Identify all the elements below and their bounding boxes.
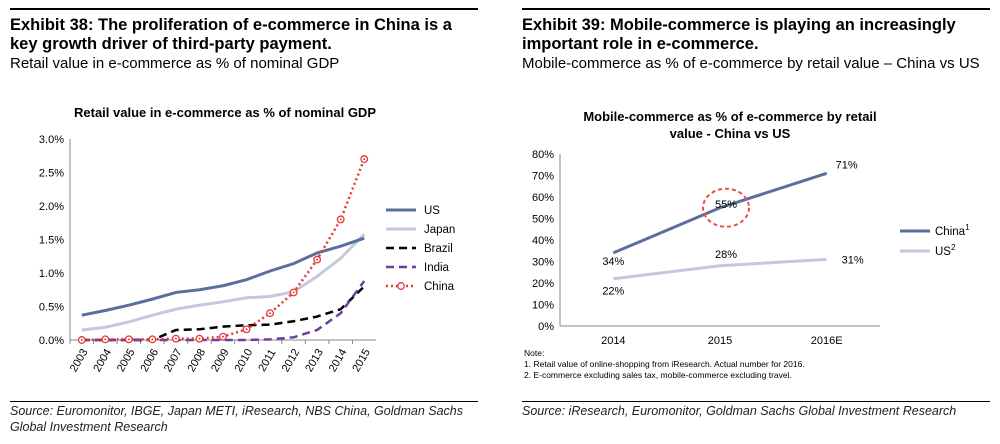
y-tick-label: 2.0% <box>39 201 64 213</box>
bottom-rule <box>522 401 990 402</box>
exhibit-39-panel: Exhibit 39: Mobile-commerce is playing a… <box>522 0 990 444</box>
highlight-circle <box>702 187 750 228</box>
y-tick-label: 1.5% <box>39 235 64 247</box>
footnote-line: 2. E-commerce excluding sales tax, mobil… <box>524 370 792 380</box>
series-line-india <box>81 280 366 342</box>
y-tick-label: 80% <box>532 149 554 161</box>
x-tick-label: 2012 <box>280 347 303 374</box>
y-tick-label: 70% <box>532 171 554 183</box>
legend-label: US <box>424 205 440 217</box>
x-tick-label: 2007 <box>162 347 185 374</box>
series-line-japan <box>81 233 366 332</box>
exhibit-subtitle: Mobile-commerce as % of e-commerce by re… <box>522 55 980 72</box>
series-line-brazil <box>81 285 366 342</box>
data-point-dot <box>339 218 342 221</box>
legend-label: India <box>424 262 450 274</box>
y-tick-label: 0% <box>538 321 554 333</box>
data-point-dot <box>316 258 319 261</box>
y-tick-label: 10% <box>532 300 554 312</box>
y-tick-label: 2.5% <box>39 168 64 180</box>
y-tick-label: 1.0% <box>39 268 64 280</box>
x-tick-label: 2006 <box>138 347 161 374</box>
y-tick-label: 50% <box>532 214 554 226</box>
chart-title: value - China vs US <box>670 126 791 141</box>
legend-label: Brazil <box>424 243 453 255</box>
data-label: 28% <box>715 249 737 261</box>
mobile-commerce-chart: Mobile-commerce as % of e-commerce by re… <box>524 109 970 380</box>
ecommerce-gdp-chart: Retail value in e-commerce as % of nomin… <box>39 105 455 374</box>
y-tick-label: 20% <box>532 278 554 290</box>
series-line-china <box>612 171 828 255</box>
legend-label: Japan <box>424 224 455 236</box>
x-tick-label: 2008 <box>186 347 209 374</box>
data-label: 22% <box>602 286 624 298</box>
series-line-china <box>81 158 366 342</box>
data-point-dot <box>292 291 295 294</box>
x-tick-label: 2004 <box>91 347 114 374</box>
data-label: 34% <box>602 256 624 268</box>
x-tick-label: 2014 <box>327 347 350 374</box>
legend-superscript: 2 <box>951 243 956 252</box>
data-point-dot <box>127 338 130 341</box>
legend-label: China1 <box>935 223 970 238</box>
exhibit-title: Exhibit 38: The proliferation of e-comme… <box>10 16 452 53</box>
y-tick-label: 40% <box>532 235 554 247</box>
source-note: Source: Euromonitor, IBGE, Japan METI, i… <box>10 404 463 434</box>
top-rule <box>522 8 990 10</box>
legend-marker <box>397 282 405 290</box>
data-label: 31% <box>842 254 864 266</box>
chart-area: Mobile-commerce as % of e-commerce by re… <box>522 94 990 396</box>
chart-title: Mobile-commerce as % of e-commerce by re… <box>583 109 876 124</box>
series-line-us <box>81 236 365 317</box>
exhibit-title: Exhibit 39: Mobile-commerce is playing a… <box>522 16 956 53</box>
x-tick-label: 2011 <box>256 347 278 373</box>
y-tick-label: 0.5% <box>39 302 64 314</box>
exhibit-subtitle: Retail value in e-commerce as % of nomin… <box>10 55 340 72</box>
data-point-dot <box>222 335 224 338</box>
source-note: Source: iResearch, Euromonitor, Goldman … <box>522 404 957 418</box>
data-label: 71% <box>836 159 858 171</box>
data-point-dot <box>174 337 177 340</box>
x-tick-label: 2005 <box>115 347 138 374</box>
x-tick-label: 2010 <box>233 347 256 374</box>
y-tick-label: 3.0% <box>39 134 64 146</box>
data-point-dot <box>269 312 272 315</box>
x-tick-label: 2016E <box>811 335 843 347</box>
y-tick-label: 30% <box>532 257 554 269</box>
legend-superscript: 1 <box>965 223 970 232</box>
top-rule <box>10 8 478 10</box>
data-point-dot <box>363 158 366 161</box>
y-tick-label: 60% <box>532 192 554 204</box>
data-point-dot <box>198 337 201 340</box>
footnote-line: Note: <box>524 348 544 358</box>
chart-title: Retail value in e-commerce as % of nomin… <box>74 105 376 120</box>
exhibit-38-panel: Exhibit 38: The proliferation of e-comme… <box>10 0 478 444</box>
x-tick-label: 2014 <box>601 335 625 347</box>
series-line-us <box>613 257 827 281</box>
data-label: 55% <box>715 199 737 211</box>
data-point-dot <box>104 338 107 341</box>
x-tick-label: 2013 <box>303 347 326 374</box>
legend-label: China <box>424 281 455 293</box>
legend-label: US2 <box>935 243 956 258</box>
bottom-rule <box>10 401 478 402</box>
x-tick-label: 2015 <box>708 335 732 347</box>
chart-area: Retail value in e-commerce as % of nomin… <box>10 94 478 396</box>
x-tick-label: 2003 <box>68 347 91 374</box>
data-point-dot <box>80 339 83 341</box>
data-point-dot <box>245 328 248 331</box>
x-tick-label: 2015 <box>350 347 373 374</box>
footnote-line: 1. Retail value of online-shopping from … <box>524 359 805 369</box>
data-point-dot <box>151 338 154 341</box>
y-tick-label: 0.0% <box>39 335 64 347</box>
x-tick-label: 2009 <box>209 347 232 374</box>
